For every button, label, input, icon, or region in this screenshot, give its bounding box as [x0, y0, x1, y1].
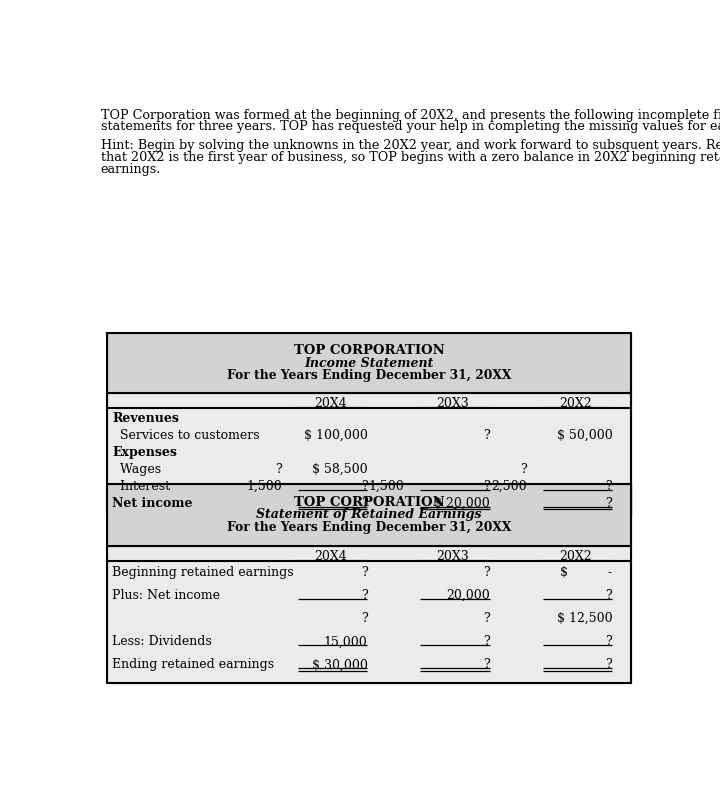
- Text: Hint: Begin by solving the unknowns in the 20X2 year, and work forward to subsqu: Hint: Begin by solving the unknowns in t…: [101, 140, 720, 152]
- Text: ?: ?: [483, 634, 490, 647]
- Text: 20X4: 20X4: [314, 549, 346, 562]
- Text: Statement of Retained Earnings: Statement of Retained Earnings: [256, 508, 482, 520]
- Bar: [107, 333, 631, 393]
- Text: $ 12,500: $ 12,500: [557, 611, 612, 625]
- Bar: [107, 393, 631, 516]
- Text: Plus: Net income: Plus: Net income: [112, 589, 220, 602]
- Text: $ 100,000: $ 100,000: [304, 428, 367, 441]
- Text: earnings.: earnings.: [101, 162, 161, 176]
- Bar: [107, 484, 631, 683]
- Bar: [107, 484, 631, 546]
- Bar: [107, 546, 631, 683]
- Text: For the Years Ending December 31, 20XX: For the Years Ending December 31, 20XX: [227, 368, 511, 382]
- Text: ?: ?: [606, 658, 612, 670]
- Text: Income Statement: Income Statement: [305, 356, 433, 369]
- Text: ?: ?: [483, 611, 490, 625]
- Text: ?: ?: [606, 589, 612, 602]
- Text: 15,000: 15,000: [324, 634, 367, 647]
- Text: Ending retained earnings: Ending retained earnings: [112, 658, 274, 670]
- Text: 20X3: 20X3: [436, 549, 469, 562]
- Text: Interest: Interest: [112, 480, 171, 492]
- Text: $ 30,000: $ 30,000: [312, 658, 367, 670]
- Text: ?: ?: [276, 462, 282, 476]
- Text: Beginning retained earnings: Beginning retained earnings: [112, 565, 294, 578]
- Text: TOP CORPORATION: TOP CORPORATION: [294, 344, 444, 357]
- Text: that 20X2 is the first year of business, so TOP begins with a zero balance in 20: that 20X2 is the first year of business,…: [101, 151, 720, 164]
- Text: 20,000: 20,000: [446, 589, 490, 602]
- Text: ?: ?: [483, 565, 490, 578]
- Text: ?: ?: [606, 496, 612, 509]
- Text: 2,500: 2,500: [492, 480, 527, 492]
- Text: For the Years Ending December 31, 20XX: For the Years Ending December 31, 20XX: [227, 520, 511, 533]
- Text: $ 58,500: $ 58,500: [312, 462, 367, 476]
- Text: Services to customers: Services to customers: [112, 428, 260, 441]
- Text: 20X4: 20X4: [314, 396, 346, 409]
- Text: ?: ?: [483, 480, 490, 492]
- Text: ?: ?: [483, 428, 490, 441]
- Text: $ 20,000: $ 20,000: [434, 496, 490, 509]
- Text: 20X2: 20X2: [559, 396, 591, 409]
- Text: ?: ?: [361, 496, 367, 509]
- Text: 1,500: 1,500: [246, 480, 282, 492]
- Text: 20X2: 20X2: [559, 549, 591, 562]
- Text: ?: ?: [606, 480, 612, 492]
- Text: ?: ?: [361, 480, 367, 492]
- Text: ?: ?: [521, 462, 527, 476]
- Text: ?: ?: [361, 589, 367, 602]
- Text: statements for three years. TOP has requested your help in completing the missin: statements for three years. TOP has requ…: [101, 120, 720, 133]
- Text: ?: ?: [361, 565, 367, 578]
- Text: ?: ?: [361, 611, 367, 625]
- Text: Less: Dividends: Less: Dividends: [112, 634, 212, 647]
- Text: 20X3: 20X3: [436, 396, 469, 409]
- Text: Net income: Net income: [112, 496, 193, 509]
- Text: Expenses: Expenses: [112, 445, 177, 459]
- Text: $          -: $ -: [560, 565, 612, 578]
- Bar: [107, 333, 631, 516]
- Text: ?: ?: [483, 658, 490, 670]
- Text: 1,500: 1,500: [369, 480, 405, 492]
- Text: TOP Corporation was formed at the beginning of 20X2, and presents the following : TOP Corporation was formed at the beginn…: [101, 108, 720, 122]
- Text: Revenues: Revenues: [112, 411, 179, 424]
- Text: $ 50,000: $ 50,000: [557, 428, 612, 441]
- Text: Wages: Wages: [112, 462, 161, 476]
- Text: ?: ?: [606, 634, 612, 647]
- Text: TOP CORPORATION: TOP CORPORATION: [294, 496, 444, 508]
